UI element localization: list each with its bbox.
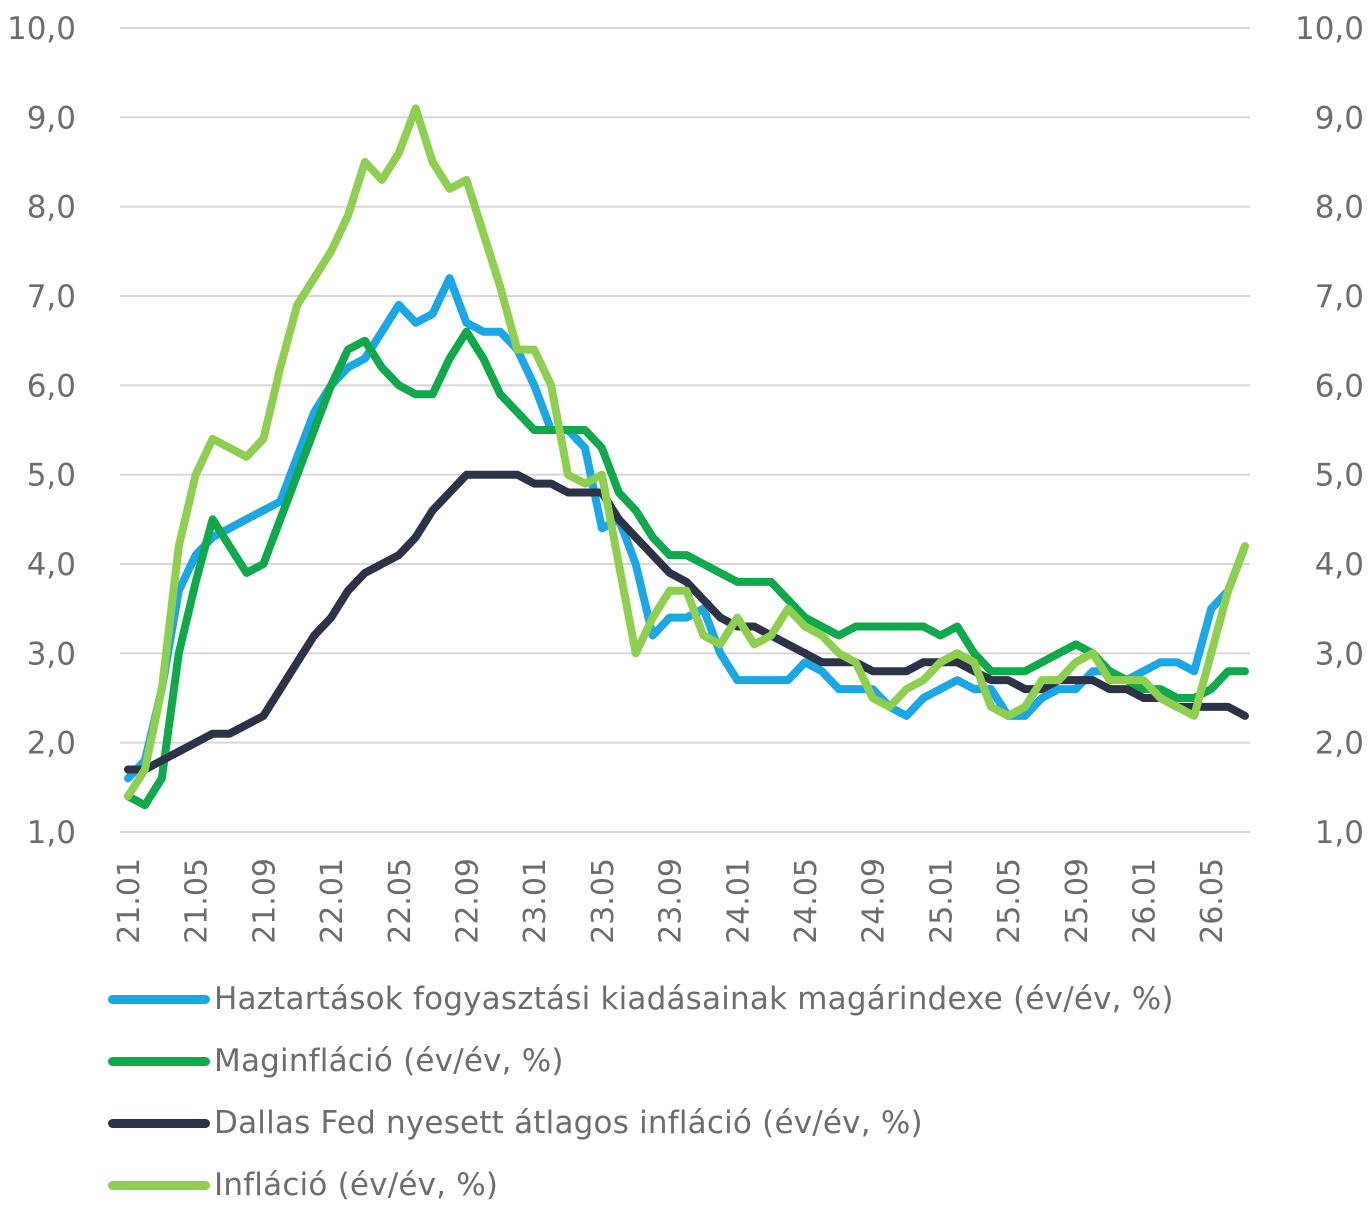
y-tick-label-left: 6,0 xyxy=(27,368,76,404)
legend-item-core-inflation: Maginfláció (év/év, %) xyxy=(108,1030,1174,1092)
y-tick-label-right: 5,0 xyxy=(1315,458,1364,494)
y-tick-label-right: 3,0 xyxy=(1315,636,1364,672)
legend-item-dallas-fed: Dallas Fed nyesett átlagos infláció (év/… xyxy=(108,1092,1174,1154)
legend-label-pce-core: Haztartások fogyasztási kiadásainak magá… xyxy=(214,981,1174,1017)
series-line-0 xyxy=(124,274,1249,783)
series-lines xyxy=(124,104,1249,810)
legend-item-inflation: Infláció (év/év, %) xyxy=(108,1154,1174,1216)
x-tick-label: 26.05 xyxy=(1195,858,1230,944)
x-tick-label: 25.09 xyxy=(1060,858,1095,944)
x-tick-label: 23.09 xyxy=(654,858,689,944)
y-tick-label-left: 3,0 xyxy=(27,636,76,672)
legend-item-pce-core: Haztartások fogyasztási kiadásainak magá… xyxy=(108,968,1174,1030)
x-tick-label: 26.01 xyxy=(1127,858,1162,944)
y-tick-label-right: 2,0 xyxy=(1315,726,1364,762)
y-tick-label-right: 7,0 xyxy=(1315,279,1364,315)
y-tick-label-left: 1,0 xyxy=(27,815,76,851)
legend-label-core-inflation: Maginfláció (év/év, %) xyxy=(214,1043,564,1079)
y-tick-label-right: 1,0 xyxy=(1315,815,1364,851)
x-axis: 21.01 21.05 21.09 22.01 22.05 22.09 23.01 23.05… xyxy=(112,858,1230,944)
x-tick-label: 25.01 xyxy=(924,858,959,944)
x-tick-label: 21.05 xyxy=(180,858,215,944)
legend: Haztartások fogyasztási kiadásainak magá… xyxy=(108,968,1174,1216)
y-axis-left: 10,0 9,0 8,0 7,0 6,0 5,0 4,0 3,0 2,0 1,0 xyxy=(7,11,76,851)
legend-swatch-dallas-fed xyxy=(108,1118,210,1128)
y-tick-label-left: 4,0 xyxy=(27,547,76,583)
y-tick-label-right: 4,0 xyxy=(1315,547,1364,583)
x-tick-label: 24.05 xyxy=(789,858,824,944)
legend-label-dallas-fed: Dallas Fed nyesett átlagos infláció (év/… xyxy=(214,1105,923,1141)
legend-swatch-inflation xyxy=(108,1180,210,1190)
x-tick-label: 24.09 xyxy=(857,858,892,944)
y-tick-label-right: 8,0 xyxy=(1315,190,1364,226)
x-tick-label: 22.09 xyxy=(450,858,485,944)
y-tick-label-left: 10,0 xyxy=(7,11,76,47)
x-tick-label: 21.01 xyxy=(112,858,147,944)
x-tick-label: 23.01 xyxy=(518,858,553,944)
legend-label-inflation: Infláció (év/év, %) xyxy=(214,1167,499,1203)
series-line-3 xyxy=(124,104,1249,801)
y-tick-label-right: 6,0 xyxy=(1315,368,1364,404)
series-line-2 xyxy=(124,470,1249,774)
x-tick-label: 25.05 xyxy=(992,858,1027,944)
gridlines xyxy=(120,27,1250,833)
line-chart: 10,0 9,0 8,0 7,0 6,0 5,0 4,0 3,0 2,0 1,0 10,0 9,0 8… xyxy=(7,11,1364,944)
y-tick-label-left: 8,0 xyxy=(27,190,76,226)
legend-swatch-core-inflation xyxy=(108,1056,210,1066)
y-tick-label-left: 2,0 xyxy=(27,726,76,762)
x-tick-label: 22.01 xyxy=(315,858,350,944)
x-tick-label: 24.01 xyxy=(721,858,756,944)
y-tick-label-left: 9,0 xyxy=(27,100,76,136)
legend-swatch-pce-core xyxy=(108,994,210,1004)
y-tick-label-right: 9,0 xyxy=(1315,100,1364,136)
y-axis-right: 10,0 9,0 8,0 7,0 6,0 5,0 4,0 3,0 2,0 1,0 xyxy=(1295,11,1364,851)
series-line-1 xyxy=(124,327,1249,810)
x-tick-label: 22.05 xyxy=(383,858,418,944)
y-tick-label-left: 5,0 xyxy=(27,458,76,494)
x-tick-label: 23.05 xyxy=(586,858,621,944)
x-tick-label: 21.09 xyxy=(247,858,282,944)
y-tick-label-left: 7,0 xyxy=(27,279,76,315)
y-tick-label-right: 10,0 xyxy=(1295,11,1364,47)
